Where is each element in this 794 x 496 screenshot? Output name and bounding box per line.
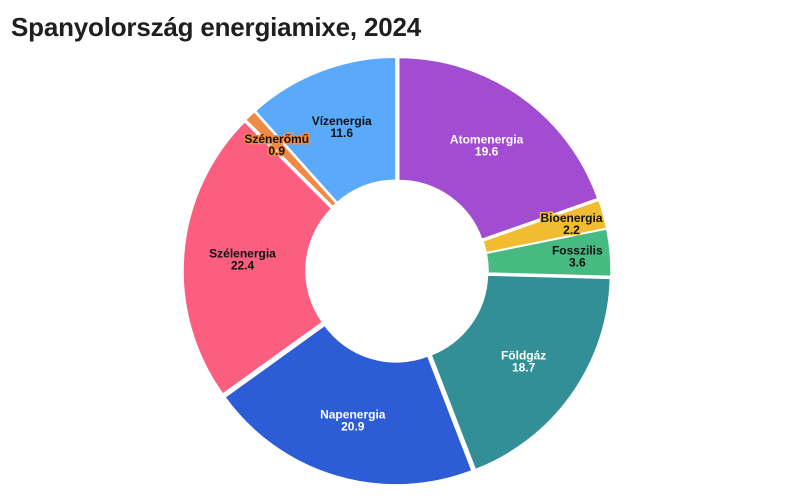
slice-label-fosszilis: Fosszilis — [552, 243, 603, 257]
slice-label-atomenergia: Atomenergia — [450, 133, 524, 147]
slice-label-vízenergia: Vízenergia — [312, 114, 372, 128]
slice-szélenergia[interactable] — [182, 120, 333, 396]
slice-szénerőmű[interactable] — [244, 110, 338, 208]
slice-fosszilis[interactable] — [485, 228, 612, 278]
slice-value-fosszilis: 3.6 — [569, 255, 586, 269]
slice-vízenergia[interactable] — [254, 56, 397, 204]
slice-value-földgáz: 18.7 — [512, 360, 536, 374]
slice-value-vízenergia: 11.6 — [330, 126, 353, 140]
slice-label-földgáz: Földgáz — [501, 348, 546, 362]
slice-label-szénerőmű: Szénerőmű — [244, 132, 309, 146]
slice-label-bioenergia: Bioenergia — [540, 211, 602, 225]
chart-title: Spanyolország energiamixe, 2024 — [11, 12, 421, 42]
slice-label-szélenergia: Szélenergia — [209, 247, 276, 261]
slice-value-szénerőmű: 0.9 — [268, 144, 285, 158]
slice-value-bioenergia: 2.2 — [563, 223, 580, 237]
slice-value-atomenergia: 19.6 — [475, 145, 499, 159]
slice-value-napenergia: 20.9 — [341, 420, 365, 434]
slice-atomenergia[interactable] — [397, 56, 599, 241]
slice-value-szélenergia: 22.4 — [231, 259, 255, 273]
donut-slices — [182, 56, 612, 486]
slice-napenergia[interactable] — [223, 324, 474, 486]
slice-földgáz[interactable] — [430, 274, 612, 471]
slice-label-napenergia: Napenergia — [320, 408, 386, 422]
